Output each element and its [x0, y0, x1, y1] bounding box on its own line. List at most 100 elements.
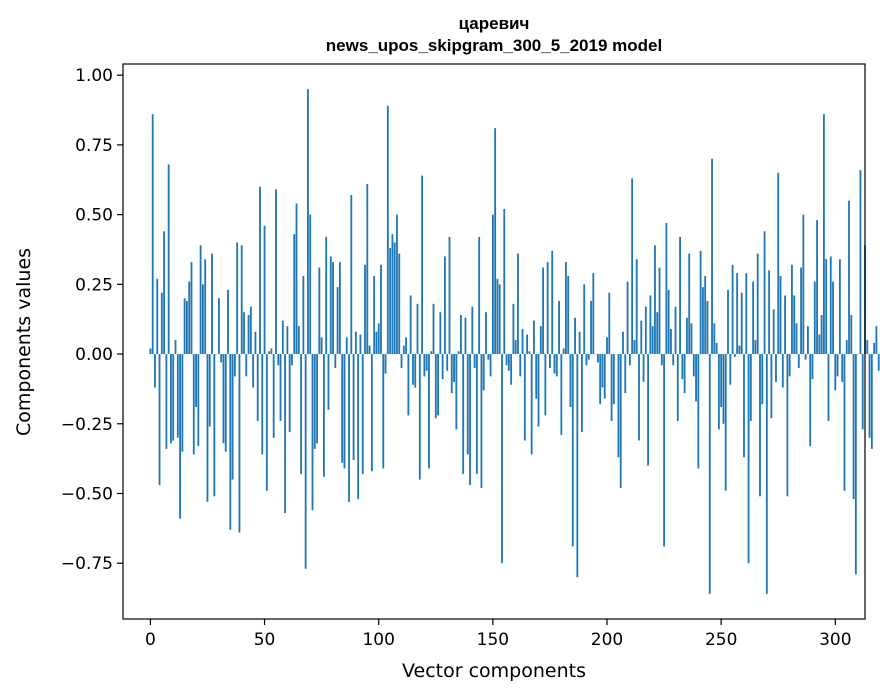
bar — [612, 354, 615, 405]
bar — [473, 354, 476, 368]
bar — [441, 354, 444, 380]
bar — [854, 354, 857, 575]
bar — [749, 354, 752, 421]
bar — [482, 354, 485, 391]
bar — [759, 354, 761, 497]
bar — [756, 253, 759, 355]
bar — [300, 354, 302, 474]
x-axis-label: Vector components — [402, 660, 586, 682]
bar — [233, 354, 236, 377]
bar — [701, 287, 704, 355]
bar — [421, 175, 423, 355]
bar — [512, 303, 515, 355]
bar — [590, 301, 592, 355]
bar — [281, 320, 284, 355]
bar — [284, 354, 287, 514]
bar — [400, 354, 403, 368]
bar — [489, 354, 492, 377]
bar — [763, 231, 766, 355]
bar — [822, 114, 825, 355]
bar — [656, 312, 659, 355]
bar — [172, 354, 175, 441]
bar — [384, 354, 387, 374]
bar — [222, 354, 225, 444]
bar — [640, 320, 643, 355]
bar — [551, 250, 554, 355]
bar — [848, 200, 850, 355]
bar — [733, 354, 736, 357]
bar — [252, 354, 255, 388]
bar — [638, 354, 640, 441]
bar — [647, 354, 650, 466]
bar — [236, 242, 239, 355]
bar — [836, 354, 839, 377]
bar — [761, 354, 764, 405]
bar — [220, 354, 223, 363]
bar — [327, 354, 330, 410]
bar — [195, 354, 197, 408]
bar — [480, 354, 483, 488]
bar — [254, 331, 257, 355]
bar — [485, 312, 487, 355]
bar — [158, 354, 161, 486]
bar — [405, 337, 408, 355]
bar — [366, 183, 369, 355]
bar — [501, 354, 503, 564]
y-tick-label: −0.25 — [61, 415, 113, 435]
bar — [181, 354, 184, 452]
bar — [526, 334, 529, 355]
bar — [160, 292, 163, 355]
bar — [176, 354, 179, 438]
bar — [599, 354, 602, 405]
bar — [770, 354, 773, 419]
bar — [699, 250, 702, 355]
bar — [866, 340, 869, 355]
bar — [859, 169, 862, 355]
bar — [197, 354, 200, 447]
bar — [603, 354, 606, 399]
bar — [418, 354, 421, 480]
bar — [711, 158, 713, 355]
bar — [736, 273, 739, 355]
bar — [674, 306, 677, 355]
bar — [731, 264, 734, 355]
bar — [302, 275, 305, 355]
bar — [450, 354, 453, 394]
x-tick-label: 0 — [145, 630, 156, 650]
bar — [370, 354, 373, 472]
bar — [263, 225, 266, 355]
bar — [619, 354, 622, 488]
bar — [542, 267, 544, 355]
bar — [665, 222, 668, 355]
bar — [373, 275, 376, 355]
bar — [409, 295, 412, 355]
bar — [466, 354, 469, 455]
bar — [156, 278, 159, 355]
bar — [781, 354, 784, 388]
bar — [293, 234, 296, 355]
bar — [672, 354, 675, 366]
bar — [722, 354, 725, 424]
bar — [558, 301, 560, 355]
bar — [323, 354, 325, 477]
bar — [475, 354, 478, 474]
bar — [503, 209, 506, 355]
bar — [752, 281, 755, 355]
bar — [695, 354, 697, 402]
bar — [747, 354, 750, 564]
bar — [448, 236, 451, 355]
bar — [211, 253, 213, 355]
bar — [553, 354, 556, 374]
bar — [838, 259, 841, 355]
bar — [754, 340, 757, 355]
bar — [800, 267, 802, 355]
bar — [743, 354, 745, 458]
bar — [412, 354, 414, 385]
bar — [377, 323, 380, 355]
bar — [786, 354, 789, 497]
bar — [670, 328, 672, 355]
bar — [644, 306, 647, 355]
bar — [852, 354, 855, 500]
bar — [309, 214, 312, 355]
bar — [407, 354, 410, 416]
